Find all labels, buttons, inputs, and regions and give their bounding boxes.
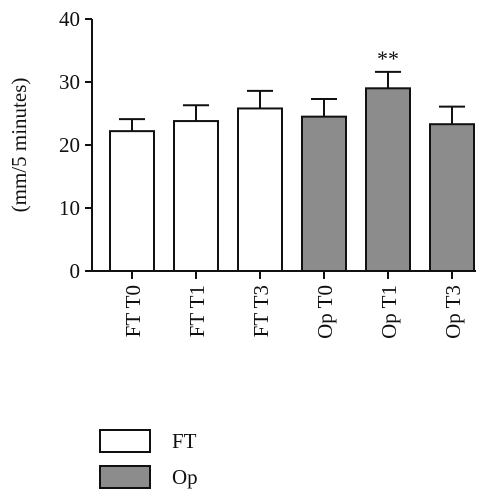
- bar: [237, 107, 283, 272]
- x-tick-label: Op T1: [377, 285, 401, 339]
- bar: [365, 87, 411, 272]
- legend-label: FT: [172, 429, 197, 453]
- x-tick-label: FT T1: [185, 285, 209, 337]
- bar: [301, 115, 347, 273]
- legend-swatch: [99, 429, 151, 453]
- axes: 0 10 20 30 40 FT T0 FT T1 FT T3 Op T0 Op T1 Op T3: [59, 7, 476, 339]
- x-tick-label: Op T0: [313, 285, 337, 339]
- x-tick-label: Op T3: [441, 285, 465, 339]
- bar: [429, 123, 475, 272]
- y-tick-label: 20: [59, 133, 80, 157]
- y-tick-label: 10: [59, 196, 80, 220]
- bar: [109, 130, 155, 272]
- y-axis-label: (mm/5 minutes): [7, 78, 31, 213]
- x-tick-label: FT T0: [121, 285, 145, 337]
- y-tick-label: 40: [59, 7, 80, 31]
- bars: **: [109, 46, 475, 273]
- legend: FT Op: [99, 429, 198, 489]
- x-tick-label: FT T3: [249, 285, 273, 337]
- bar: [173, 120, 219, 272]
- y-tick-label: 30: [59, 70, 80, 94]
- legend-swatch: [99, 465, 151, 489]
- y-tick-label: 0: [70, 259, 81, 283]
- significance-annotation: **: [377, 46, 399, 71]
- legend-label: Op: [172, 465, 198, 489]
